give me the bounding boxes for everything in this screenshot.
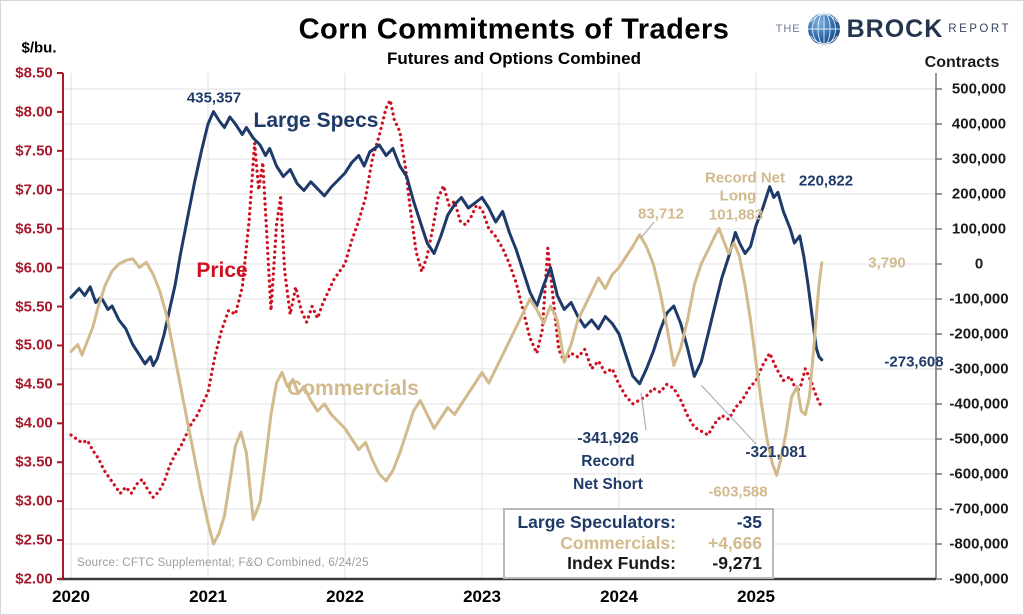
legend-value: -9,271 — [712, 553, 762, 574]
right-tick-label: 500,000 — [951, 80, 1007, 98]
summary-legend-box: Large Speculators: -35 Commercials: +4,6… — [503, 508, 774, 579]
legend-label: Index Funds: — [567, 553, 676, 574]
legend-label: Commercials: — [560, 532, 676, 553]
right-tick-label: 200,000 — [951, 185, 1007, 203]
annotation-3-790: 3,790 — [868, 254, 906, 272]
left-tick-label: $3.00 — [15, 492, 53, 510]
x-tick-label: 2023 — [463, 587, 501, 606]
annotation-record-net: Record Net — [704, 169, 786, 187]
right-tick-label: -300,000 — [949, 360, 1009, 378]
legend-row-index-funds: Index Funds: -9,271 — [511, 555, 762, 573]
left-tick-label: $2.50 — [15, 531, 53, 549]
annotation-record: Record — [581, 453, 635, 470]
logo-the-text: THE — [775, 23, 801, 35]
left-tick-label: $6.50 — [15, 220, 53, 238]
globe-icon — [806, 11, 842, 47]
right-tick-label: -200,000 — [949, 325, 1009, 343]
source-note: Source: CFTC Supplemental; F&O Combined,… — [77, 557, 369, 569]
left-tick-label: $8.00 — [15, 103, 53, 121]
right-tick-label: -600,000 — [949, 465, 1009, 483]
right-tick-label: 0 — [974, 255, 984, 273]
annotation-large-specs: Large Specs — [253, 109, 379, 132]
left-axis-unit-label: $/bu. — [21, 39, 57, 57]
x-tick-label: 2024 — [600, 587, 638, 606]
annotation-commercials: Commercials — [287, 377, 419, 400]
x-tick-label: 2025 — [737, 587, 775, 606]
left-tick-label: $5.00 — [15, 336, 53, 354]
annotation--603-588: -603,588 — [708, 483, 768, 501]
right-tick-label: 400,000 — [951, 115, 1007, 133]
legend-value: -35 — [736, 512, 762, 533]
annotation-net-short: Net Short — [573, 476, 643, 493]
right-tick-label: -400,000 — [949, 395, 1009, 413]
legend-label: Large Speculators: — [517, 512, 676, 533]
right-tick-label: -500,000 — [949, 430, 1009, 448]
chart-title: Corn Commitments of Traders — [298, 13, 730, 46]
left-tick-label: $7.00 — [15, 181, 53, 199]
right-tick-label: 300,000 — [951, 150, 1007, 168]
annotation-83-712: 83,712 — [638, 205, 684, 223]
logo-brock-text: BROCK — [846, 14, 944, 43]
left-tick-label: $4.50 — [15, 375, 53, 393]
left-tick-label: $4.00 — [15, 414, 53, 432]
logo-report-text: REPORT — [948, 23, 1011, 35]
annotation--321-081: -321,081 — [745, 444, 807, 461]
x-tick-label: 2020 — [52, 587, 90, 606]
annotation-long: Long — [719, 187, 757, 205]
legend-row-commercials: Commercials: +4,666 — [511, 532, 762, 553]
right-tick-label: -800,000 — [949, 535, 1009, 553]
annotation-101-883: 101,883 — [708, 206, 764, 224]
brock-report-logo: THE BROCK REPORT — [776, 11, 1011, 47]
annotation-435-357: 435,357 — [186, 89, 242, 107]
annotation--273-608: -273,608 — [884, 353, 944, 371]
right-tick-label: -700,000 — [949, 500, 1009, 518]
left-tick-label: $8.50 — [15, 64, 53, 82]
left-tick-label: $6.00 — [15, 259, 53, 277]
left-tick-label: $3.50 — [15, 453, 53, 471]
annotation--341-926: -341,926 — [577, 430, 639, 447]
left-tick-label: $2.00 — [15, 570, 53, 588]
right-tick-label: -900,000 — [949, 570, 1009, 588]
chart-subtitle: Futures and Options Combined — [386, 49, 642, 68]
legend-value: +4,666 — [707, 532, 762, 553]
right-tick-label: -100,000 — [949, 290, 1009, 308]
left-tick-label: $5.50 — [15, 298, 53, 316]
x-tick-label: 2022 — [326, 587, 364, 606]
x-tick-label: 2021 — [189, 587, 227, 606]
right-axis-unit-label: Contracts — [924, 54, 1000, 71]
annotation-price: Price — [196, 259, 248, 282]
annotation-220-822: 220,822 — [798, 172, 854, 190]
right-tick-label: 100,000 — [951, 220, 1007, 238]
left-tick-label: $7.50 — [15, 142, 53, 160]
legend-row-large-speculators: Large Speculators: -35 — [511, 514, 762, 532]
